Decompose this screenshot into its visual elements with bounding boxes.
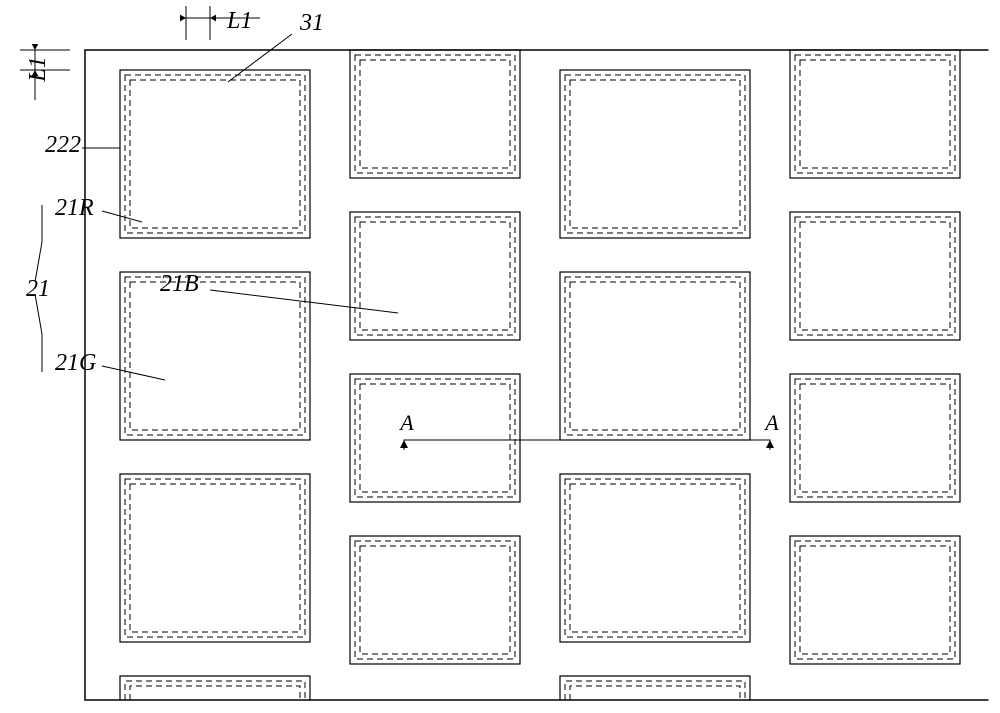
svg-text:222: 222 [45,132,81,158]
diagram-canvas: L1 L1 222 21R 21B 21G 21 31 A A [0,0,1000,713]
svg-text:31: 31 [299,10,324,36]
svg-text:21G: 21G [55,350,96,376]
pixel-cells [120,50,960,700]
svg-text:21: 21 [26,276,50,302]
outer-frame [85,48,990,702]
svg-text:A: A [398,410,414,435]
svg-text:21B: 21B [160,271,199,297]
diagram-svg: L1 L1 222 21R 21B 21G 21 31 A A [0,0,1000,713]
svg-text:L1: L1 [25,56,51,82]
svg-text:A: A [763,410,779,435]
svg-text:21R: 21R [55,195,94,221]
svg-text:L1: L1 [226,8,252,34]
